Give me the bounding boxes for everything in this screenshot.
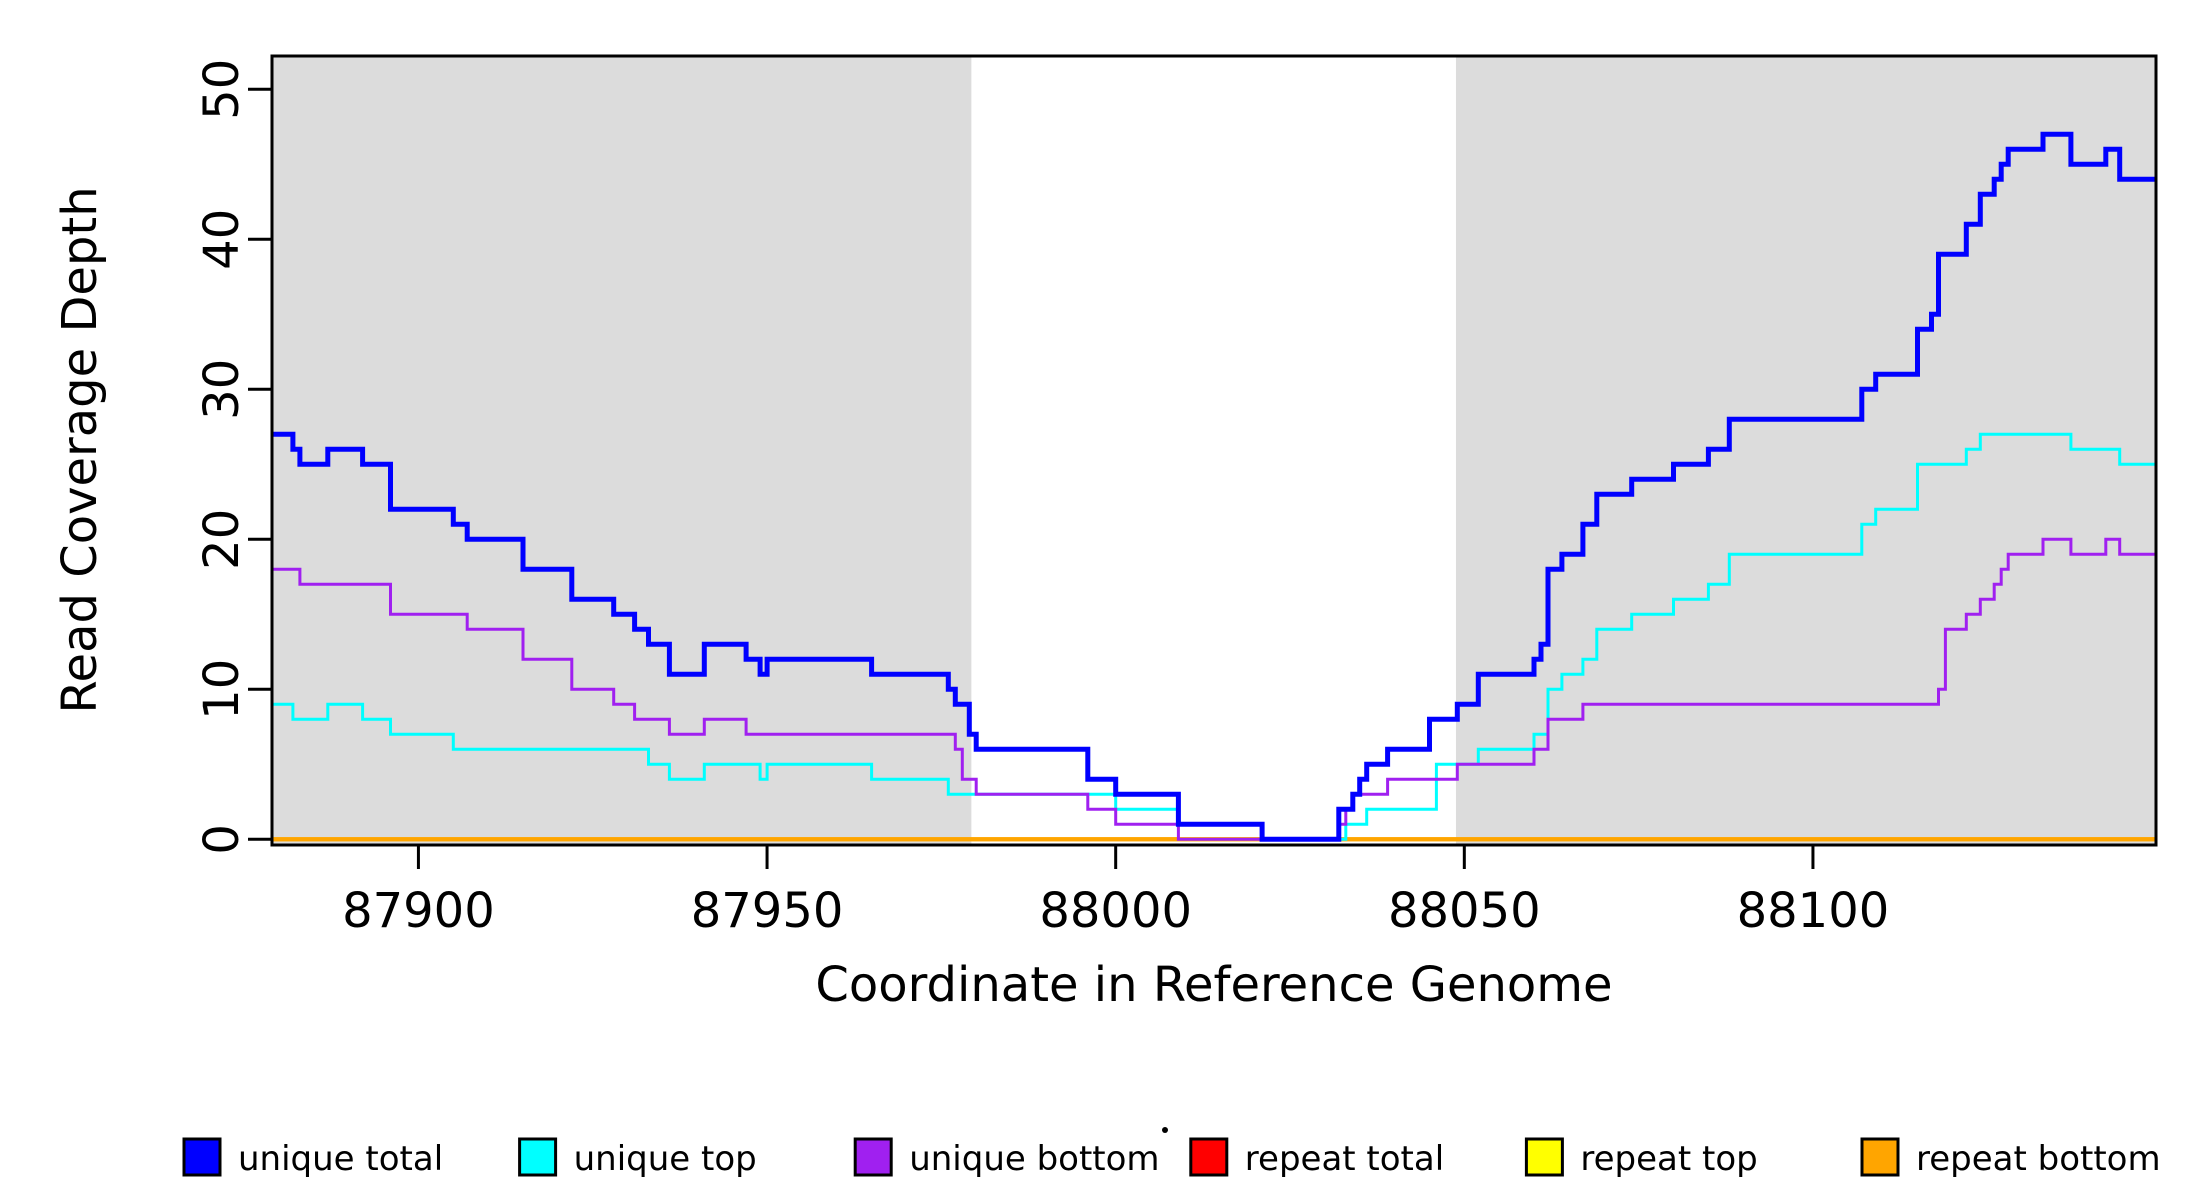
legend-label-unique-bottom: unique bottom — [909, 1139, 1159, 1179]
legend-swatch-repeat-top — [1524, 1137, 1564, 1177]
legend-item-unique-top: unique top — [518, 1137, 757, 1179]
legend-item-repeat-bottom: repeat bottom — [1860, 1137, 2161, 1179]
y-tick-label: 0 — [194, 824, 250, 855]
x-tick-label: 87900 — [342, 883, 495, 939]
legend-label-unique-top: unique top — [574, 1139, 757, 1179]
series-unique-bottom — [272, 537, 2156, 841]
y-axis-label: Read Coverage Depth — [52, 186, 108, 714]
series-unique-top — [272, 432, 2156, 841]
legend-item-unique-bottom: unique bottom — [853, 1137, 1160, 1179]
stray-dot-artifact — [1162, 1127, 1168, 1133]
legend-swatch-unique-bottom — [853, 1137, 893, 1177]
y-tick-label: 50 — [194, 59, 250, 120]
legend-item-repeat-top: repeat top — [1524, 1137, 1758, 1179]
repeat-region-right-shading — [1455, 56, 2156, 845]
legend-label-repeat-top: repeat top — [1580, 1139, 1757, 1179]
legend-swatch-repeat-total — [1189, 1137, 1229, 1177]
x-tick-label: 88000 — [1039, 883, 1192, 939]
y-tick-label: 20 — [194, 509, 250, 570]
x-tick-label: 87950 — [691, 883, 844, 939]
plot-border — [270, 54, 2158, 847]
legend-swatch-unique-total — [182, 1137, 222, 1177]
legend-label-repeat-total: repeat total — [1245, 1139, 1444, 1179]
legend-label-unique-total: unique total — [238, 1139, 443, 1179]
x-tick-label: 88100 — [1737, 883, 1890, 939]
y-tick-label: 10 — [194, 659, 250, 720]
legend-label-repeat-bottom: repeat bottom — [1916, 1139, 2161, 1179]
legend-item-repeat-total: repeat total — [1189, 1137, 1444, 1179]
legend-item-unique-total: unique total — [182, 1137, 443, 1179]
x-tick-label: 88050 — [1388, 883, 1541, 939]
x-axis-label: Coordinate in Reference Genome — [815, 957, 1613, 1013]
legend-swatch-repeat-bottom — [1860, 1137, 1900, 1177]
y-tick-label: 30 — [194, 359, 250, 420]
legend-swatch-unique-top — [518, 1137, 558, 1177]
series-unique-total — [272, 131, 2156, 842]
y-tick-label: 40 — [194, 209, 250, 270]
repeat-region-left-shading — [272, 56, 972, 845]
